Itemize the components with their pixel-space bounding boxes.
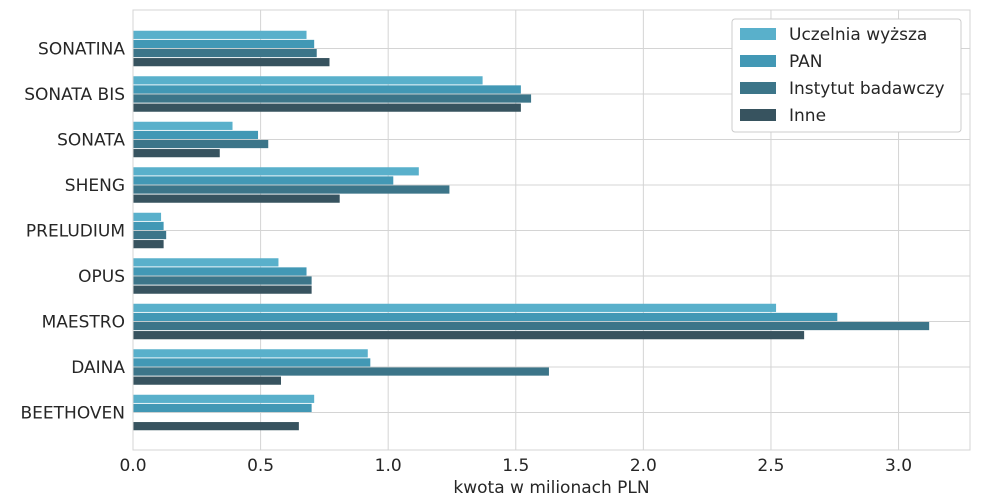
y-tick-label: SONATA BIS — [24, 85, 125, 105]
x-tick-label: 2.5 — [757, 456, 784, 476]
bar — [133, 39, 315, 49]
y-tick-label: SONATINA — [38, 40, 125, 60]
y-tick-label: SHENG — [65, 176, 125, 196]
bar — [133, 312, 838, 322]
x-tick-label: 1.0 — [375, 456, 402, 476]
x-tick-label: 1.5 — [502, 456, 529, 476]
y-tick-label: DAINA — [71, 358, 125, 378]
legend-swatch — [740, 55, 776, 67]
x-tick-labels: 0.0 0.5 1.0 1.5 2.0 2.5 3.0 — [119, 456, 912, 476]
bar — [133, 48, 317, 58]
x-tick-label: 0.0 — [119, 456, 146, 476]
bar — [133, 30, 307, 39]
bar — [133, 176, 394, 185]
x-axis-label: kwota w milionach PLN — [453, 478, 649, 498]
bar — [133, 376, 282, 385]
legend-label: PAN — [789, 52, 823, 72]
bar — [133, 331, 805, 340]
bar — [133, 58, 330, 67]
bar — [133, 403, 312, 413]
bar — [133, 240, 164, 249]
y-tick-label: SONATA — [57, 131, 125, 151]
bar — [133, 285, 312, 294]
bar — [133, 76, 483, 85]
y-tick-label: MAESTRO — [42, 313, 125, 333]
bar — [133, 422, 299, 431]
bar — [133, 212, 162, 221]
bar — [133, 349, 368, 358]
legend-label: Instytut badawczy — [789, 79, 945, 99]
legend-box — [731, 18, 962, 133]
bar — [133, 230, 167, 240]
y-tick-labels: SONATINA SONATA BIS SONATA SHENG PRELUDIUM OP… — [21, 40, 126, 424]
bar — [133, 194, 340, 203]
bar — [133, 303, 777, 312]
y-tick-label: BEETHOVEN — [21, 404, 125, 424]
bar — [133, 394, 315, 403]
legend: Uczelnia wyższa PAN Instytut badawczy Inne — [731, 18, 962, 133]
legend-label: Inne — [789, 106, 826, 126]
bar — [133, 358, 371, 367]
bars-layer — [133, 30, 930, 431]
bar — [133, 149, 220, 158]
bar — [133, 221, 164, 231]
legend-label: Uczelnia wyższa — [789, 25, 927, 45]
y-tick-label: PRELUDIUM — [26, 222, 125, 242]
bar — [133, 103, 521, 112]
legend-swatch — [740, 82, 776, 94]
bar — [133, 139, 269, 149]
bar — [133, 85, 521, 94]
bar — [133, 258, 279, 267]
bar — [133, 267, 307, 276]
y-tick-label: OPUS — [78, 267, 125, 287]
bar — [133, 367, 549, 376]
x-tick-label: 2.0 — [630, 456, 657, 476]
x-tick-label: 0.5 — [247, 456, 274, 476]
x-tick-label: 3.0 — [885, 456, 912, 476]
bar — [133, 167, 419, 176]
bar — [133, 130, 259, 140]
legend-swatch — [740, 28, 776, 40]
bar — [133, 185, 450, 194]
bar — [133, 321, 930, 331]
bar — [133, 121, 233, 130]
legend-swatch — [740, 109, 776, 121]
bar — [133, 276, 312, 285]
plot-frame — [132, 9, 971, 451]
bar — [133, 94, 532, 103]
